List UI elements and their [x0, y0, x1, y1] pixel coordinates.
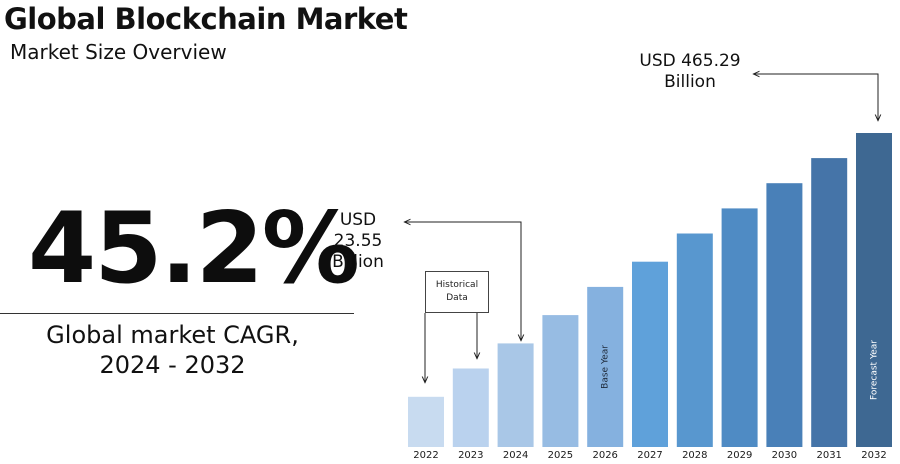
bar-2025: [542, 315, 579, 447]
callout-last-line2: Billion: [664, 72, 716, 92]
x-tick-2025: 2025: [548, 450, 573, 461]
callout-arrow-first: [405, 222, 521, 340]
x-tick-2030: 2030: [772, 450, 797, 461]
cagr-label-line2: 2024 - 2032: [99, 351, 246, 379]
chart-subtitle: Market Size Overview: [10, 40, 227, 64]
bar-2024: [497, 343, 534, 447]
x-tick-2028: 2028: [682, 450, 707, 461]
historical-data-box: Historical Data: [425, 271, 489, 313]
bar-2032: [856, 133, 892, 447]
bar-2022: [408, 396, 444, 447]
x-tick-2032: 2032: [861, 450, 886, 461]
cagr-value: 45.2%: [28, 192, 360, 306]
bar-2029: [721, 208, 758, 447]
x-tick-2031: 2031: [816, 450, 841, 461]
callout-first-value: USD 23.55 Billion: [323, 210, 393, 273]
bar-2030: [766, 183, 803, 447]
bar-2026: [587, 286, 624, 447]
callout-last-value: USD 465.29 Billion: [625, 51, 755, 93]
callout-first-line1: USD: [339, 210, 377, 230]
callout-first-line3: Billion: [332, 252, 384, 272]
bar-2023: [452, 368, 489, 447]
callout-last-line1: USD 465.29: [639, 51, 741, 71]
chart-title: Global Blockchain Market: [4, 2, 408, 36]
cagr-label: Global market CAGR, 2024 - 2032: [0, 320, 345, 380]
x-tick-2026: 2026: [592, 450, 617, 461]
x-tick-2027: 2027: [637, 450, 662, 461]
x-tick-2022: 2022: [413, 450, 438, 461]
callout-arrow-last: [754, 74, 878, 120]
cagr-divider: [0, 313, 354, 314]
bar-2031: [811, 158, 848, 447]
bar-label-2026: Base Year: [601, 345, 611, 389]
bar-2027: [632, 261, 668, 447]
bar-2028: [676, 233, 713, 447]
callout-first-line2: 23.55: [333, 231, 383, 251]
historical-line2: Data: [446, 293, 468, 303]
x-axis-tick-labels: 2022 2023 2024 2025 2026 2027 2028 2029 2030 2031…: [413, 450, 886, 461]
bar-series: Base Year Forecast Year: [408, 133, 892, 447]
x-tick-2029: 2029: [727, 450, 752, 461]
bar-label-2032: Forecast Year: [870, 340, 880, 400]
cagr-label-line1: Global market CAGR,: [46, 321, 299, 349]
historical-line1: Historical: [435, 280, 479, 290]
x-tick-2023: 2023: [458, 450, 483, 461]
x-tick-2024: 2024: [503, 450, 528, 461]
